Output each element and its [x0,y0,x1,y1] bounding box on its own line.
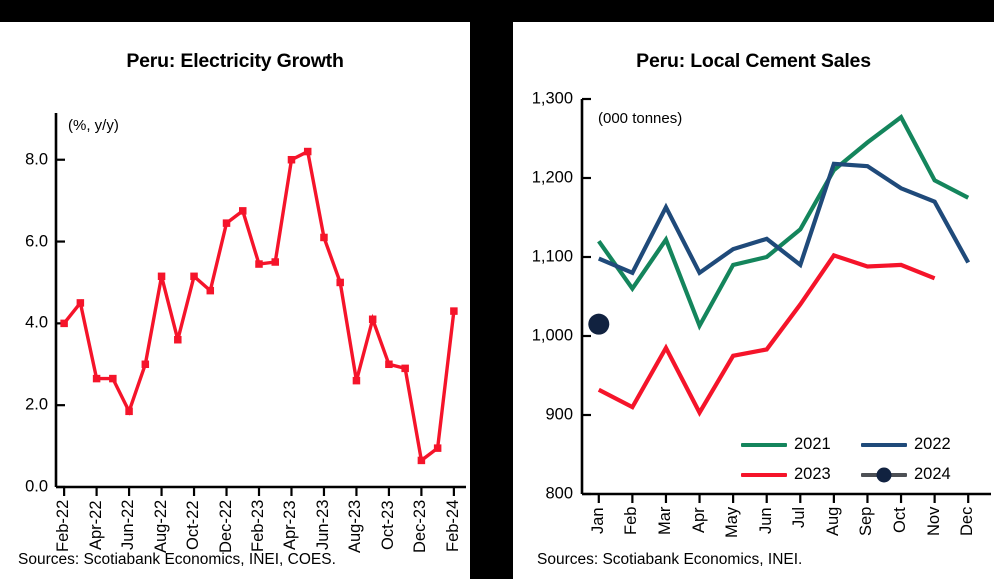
y-axis-tick-label: 1,200 [531,168,573,187]
chart-panel-cement-sales: Peru: Local Cement Sales (000 tonnes) 80… [513,22,994,579]
legend-label: 2021 [794,435,831,453]
legend-item-2024[interactable]: 2024 [861,465,951,484]
legend-item-2021[interactable]: 2021 [741,435,831,454]
legend-swatch-2023 [741,472,787,477]
y-axis-tick-label: 6.0 [25,232,48,251]
y-axis-tick-label: 8.0 [25,150,48,169]
y-axis-tick-label: 0.0 [25,477,48,496]
y-axis-unit-label-right: (000 tonnes) [598,110,683,127]
y-axis-unit-label-left: (%, y/y) [68,117,119,134]
legend-swatch-2022 [861,442,907,447]
chart-panel-electricity-growth: Peru: Electricity Growth (%, y/y) 0.0 2.0… [0,22,470,579]
y-axis-tick-label: 800 [545,484,573,503]
y-axis-tick-label: 1,100 [531,247,573,266]
page-title-cement: Peru: Local Cement Sales [636,50,871,72]
y-axis-tick-label: 4.0 [25,313,48,332]
source-note-right: Sources: Scotiabank Economics, INEI. [537,551,803,568]
y-axis-tick-label: 1,300 [531,89,573,108]
source-note-left: Sources: Scotiabank Economics, INEI, COE… [18,551,336,568]
legend-label: 2022 [914,435,951,453]
legend-item-2022[interactable]: 2022 [861,435,951,454]
y-axis-tick-label: 1,000 [531,326,573,345]
page-title-electricity: Peru: Electricity Growth [126,50,344,72]
legend-dot-marker [876,467,892,482]
y-axis-tick-label: 2.0 [25,395,48,414]
legend-item-2023[interactable]: 2023 [741,465,831,484]
legend-swatch-2024 [861,467,907,482]
legend-label: 2023 [794,465,831,483]
y-axis-tick-label: 900 [545,405,573,424]
legend-swatch-2021 [741,442,787,447]
legend-label: 2024 [914,465,951,483]
